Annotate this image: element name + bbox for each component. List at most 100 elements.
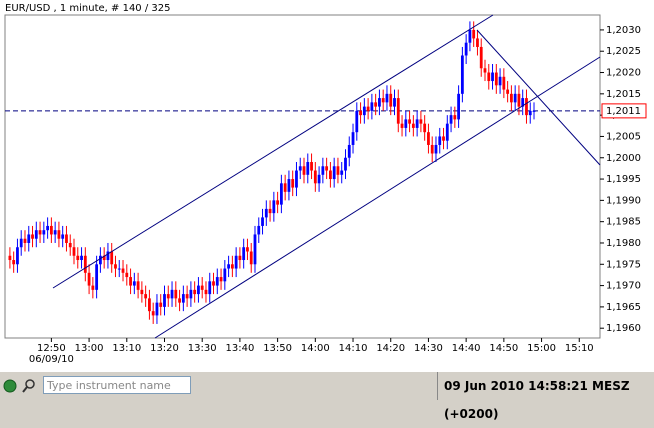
- candle-body: [16, 247, 19, 265]
- candle-body: [98, 255, 102, 265]
- candle-body: [479, 46, 483, 69]
- candle-body: [453, 115, 457, 120]
- candle-body: [487, 72, 491, 82]
- candle-body: [215, 277, 219, 286]
- candle-body: [445, 123, 449, 141]
- candle-body: [19, 238, 23, 248]
- candle-body: [310, 162, 313, 171]
- candle-body: [144, 294, 148, 299]
- candle-body: [317, 174, 321, 184]
- candle-body: [208, 281, 212, 295]
- candle-body: [197, 285, 200, 295]
- candle-body: [125, 272, 129, 278]
- candle-body: [80, 255, 83, 261]
- candle-body: [370, 102, 374, 111]
- candle-body: [396, 98, 400, 124]
- candle-body: [336, 166, 340, 175]
- candle-body: [378, 98, 381, 107]
- candle-body: [483, 68, 487, 73]
- datetime: 09 Jun 2010 14:58:21 MESZ (+0200): [437, 372, 654, 421]
- candle-body: [223, 268, 227, 282]
- candle-body: [136, 281, 140, 290]
- candle-body: [129, 277, 132, 286]
- candle-body: [298, 166, 302, 171]
- candle-body: [287, 179, 291, 192]
- candle-body: [517, 93, 521, 107]
- candle-body: [393, 98, 396, 107]
- candle-body: [65, 234, 68, 243]
- candle-body: [313, 170, 317, 184]
- candle-body: [302, 166, 306, 175]
- candle-body: [423, 123, 427, 133]
- current-price-label: 1,2011: [606, 106, 641, 117]
- x-tick-label: 14:10: [339, 343, 368, 354]
- chart: EUR/USD , 1 minute, # 140 / 325 1,1960 1,…: [0, 0, 654, 372]
- x-tick-label: 13:20: [150, 343, 179, 354]
- candle-body: [200, 285, 204, 290]
- candle-body: [166, 294, 170, 299]
- x-tick-label: 14:20: [376, 343, 405, 354]
- candle-body: [513, 93, 517, 103]
- candle-body: [174, 289, 178, 299]
- candle-body: [110, 251, 114, 265]
- candle-body: [415, 119, 419, 128]
- candle-body: [132, 281, 136, 286]
- candle-body: [400, 123, 404, 128]
- candle-body: [185, 294, 189, 299]
- instrument-search[interactable]: Type instrument name: [43, 376, 191, 394]
- candle-body: [347, 144, 351, 158]
- candle-body: [31, 234, 34, 239]
- candle-body: [249, 251, 253, 265]
- candle-body: [27, 234, 31, 243]
- candle-body: [8, 255, 12, 261]
- candle-body: [355, 110, 359, 133]
- trend-lines: [52, 14, 601, 339]
- candle-body: [438, 136, 442, 145]
- candle-body: [276, 200, 280, 205]
- candle-body: [525, 98, 528, 116]
- candle-body: [457, 93, 461, 120]
- candle-body: [170, 289, 174, 299]
- candle-body: [148, 298, 151, 312]
- candle-body: [117, 268, 121, 270]
- candle-body: [189, 289, 193, 299]
- x-tick-label: 13:50: [263, 343, 292, 354]
- candle-body: [268, 208, 272, 214]
- candle-body: [151, 311, 155, 316]
- candle-body: [279, 183, 283, 205]
- candle-body: [257, 225, 261, 235]
- y-tick-label: 1,1965: [606, 302, 641, 313]
- candle-body: [381, 98, 385, 103]
- search-icon[interactable]: [25, 379, 35, 389]
- y-tick-label: 1,2000: [606, 153, 641, 164]
- candle-body: [344, 157, 347, 171]
- candle-body: [385, 93, 389, 103]
- status-icon[interactable]: [3, 379, 17, 393]
- candle-body: [87, 272, 91, 286]
- x-tick-label: 13:10: [112, 343, 141, 354]
- candle-body: [468, 29, 472, 43]
- y-tick-label: 1,1980: [606, 238, 641, 249]
- x-tick-label: 14:50: [489, 343, 518, 354]
- candle-body: [509, 93, 513, 103]
- candle-body: [102, 255, 106, 261]
- candle-body: [498, 76, 502, 86]
- candle-body: [434, 144, 438, 154]
- candle-body: [121, 268, 125, 273]
- candle-body: [253, 234, 257, 265]
- candle-body: [362, 106, 366, 116]
- candle-body: [246, 247, 249, 252]
- candle-body: [204, 289, 208, 295]
- y-tick-label: 1,2020: [606, 68, 641, 79]
- candle-body: [340, 170, 344, 175]
- candle-body: [76, 255, 80, 261]
- candle-body: [159, 302, 163, 307]
- x-tick-label: 13:00: [75, 343, 104, 354]
- candle-body: [374, 102, 378, 107]
- candle-body: [502, 76, 506, 90]
- plot-frame: [4, 14, 601, 339]
- candle-body: [91, 285, 95, 290]
- candle-body: [389, 93, 393, 107]
- x-tick-label: 14:40: [452, 343, 481, 354]
